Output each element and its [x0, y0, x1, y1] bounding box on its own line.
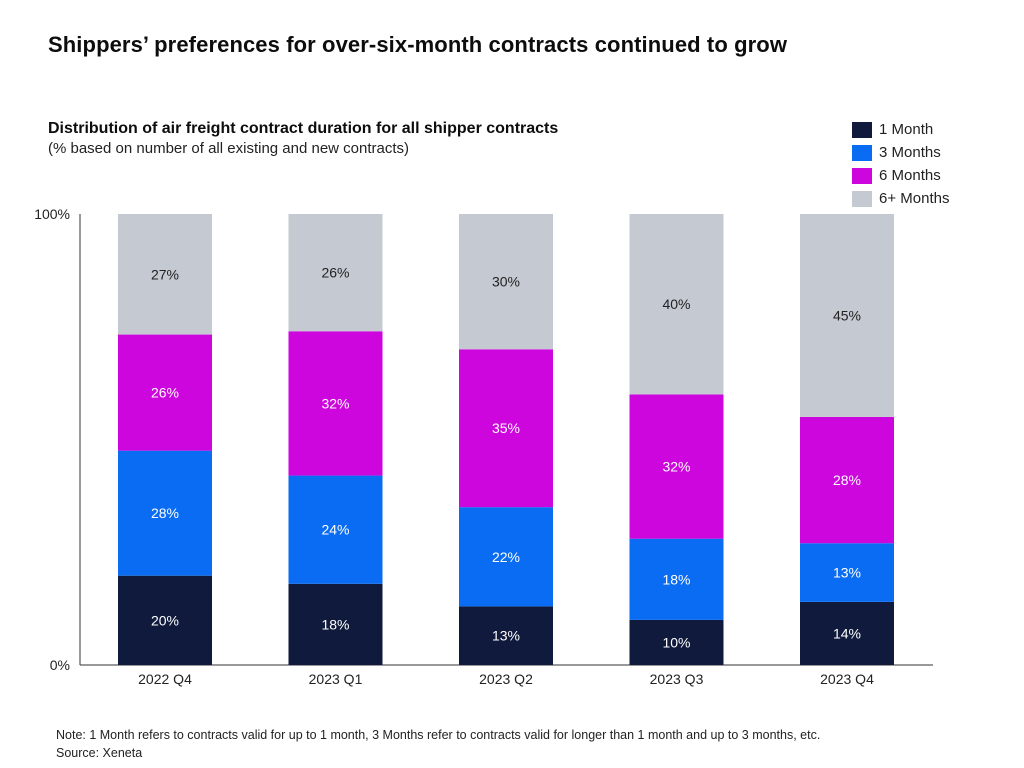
data-label: 26% — [321, 265, 349, 281]
bar-segment — [800, 543, 894, 602]
data-label: 35% — [492, 420, 520, 436]
data-label: 24% — [321, 522, 349, 538]
headline: Shippers’ preferences for over-six-month… — [48, 32, 788, 57]
note-text: Note: 1 Month refers to contracts valid … — [56, 728, 821, 742]
bar-segment — [800, 601, 894, 665]
bar-segment — [459, 507, 553, 607]
data-label: 18% — [321, 616, 349, 632]
legend: 1 Month 3 Months 6 Months 6+ Months — [852, 118, 949, 210]
bar-segment — [800, 416, 894, 544]
y-tick-label-max: 100% — [34, 206, 70, 222]
legend-swatch — [852, 121, 872, 138]
x-tick-label: 2023 Q4 — [820, 671, 874, 687]
legend-item-1: 1 Month — [852, 118, 949, 141]
bar-segment — [459, 214, 553, 350]
footnote: Note: 1 Month refers to contracts valid … — [56, 726, 820, 762]
data-label: 32% — [662, 459, 690, 475]
bar-segment — [629, 538, 724, 620]
bar-segment — [288, 331, 383, 476]
data-label: 14% — [833, 625, 861, 641]
data-label: 28% — [151, 505, 179, 521]
bar-segment — [288, 475, 383, 584]
bar-segment — [118, 450, 212, 576]
legend-label: 6+ Months — [879, 190, 950, 207]
source-text: Source: Xeneta — [56, 746, 143, 760]
legend-label: 1 Month — [879, 121, 934, 138]
bar-segment — [459, 349, 553, 508]
bar-segment — [288, 214, 383, 332]
x-tick-label: 2023 Q3 — [650, 671, 704, 687]
bar-segment — [800, 214, 894, 417]
legend-swatch — [852, 190, 872, 207]
data-label: 10% — [662, 634, 690, 650]
legend-swatch — [852, 167, 872, 184]
x-tick-label: 2023 Q1 — [309, 671, 363, 687]
data-label: 18% — [662, 571, 690, 587]
legend-item-2: 3 Months — [852, 141, 949, 164]
data-label: 26% — [151, 385, 179, 401]
legend-item-3: 6 Months — [852, 164, 949, 187]
legend-label: 3 Months — [879, 144, 941, 161]
bar-segment — [118, 575, 212, 665]
bar-segment — [629, 619, 724, 665]
data-label: 13% — [492, 628, 520, 644]
data-label: 32% — [321, 395, 349, 411]
legend-swatch — [852, 144, 872, 161]
bar-segment — [288, 583, 383, 665]
x-tick-label: 2023 Q2 — [479, 671, 533, 687]
chart-subtitle: (% based on number of all existing and n… — [48, 140, 410, 157]
y-tick-label-min: 0% — [50, 657, 70, 673]
data-label: 40% — [662, 296, 690, 312]
bar-segment — [459, 606, 553, 665]
data-label: 22% — [492, 549, 520, 565]
data-label: 13% — [833, 565, 861, 581]
data-label: 30% — [492, 274, 520, 290]
data-label: 45% — [833, 307, 861, 323]
bar-segment — [629, 394, 724, 539]
bar-segment — [118, 214, 212, 335]
legend-label: 6 Months — [879, 167, 941, 184]
data-label: 28% — [833, 472, 861, 488]
x-tick-label: 2022 Q4 — [138, 671, 192, 687]
data-label: 20% — [151, 612, 179, 628]
bar-segment — [629, 214, 724, 395]
data-label: 27% — [151, 266, 179, 282]
chart-title: Distribution of air freight contract dur… — [48, 120, 559, 137]
bar-segment — [118, 334, 212, 451]
legend-item-4: 6+ Months — [852, 187, 949, 210]
